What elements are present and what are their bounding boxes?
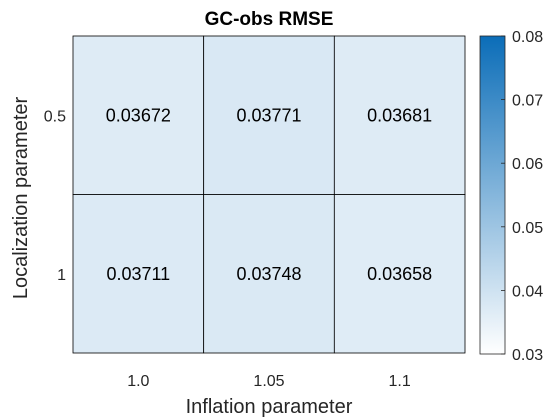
- cell-value-label: 0.03771: [236, 105, 301, 125]
- cell-value-label: 0.03748: [236, 264, 301, 284]
- colorbar-tick-label: 0.03: [512, 347, 543, 364]
- colorbar-tick-label: 0.06: [512, 156, 543, 173]
- x-tick-label: 1.1: [389, 373, 411, 390]
- heatmap-cell: [72, 194, 205, 354]
- y-tick-label: 0.5: [44, 108, 66, 125]
- cell-value-label: 0.03672: [106, 105, 171, 125]
- colorbar-tick-label: 0.04: [512, 283, 543, 300]
- y-tick-label: 1: [57, 267, 66, 284]
- heatmap-cell: [333, 35, 466, 195]
- colorbar-tick-label: 0.05: [512, 220, 543, 237]
- colorbar: 0.03 0.04 0.05 0.06 0.07 0.08: [479, 29, 543, 364]
- chart-title: GC-obs RMSE: [205, 9, 334, 30]
- x-tick-labels: 1.0 1.05 1.1: [127, 373, 411, 390]
- heatmap-cells: 0.03672 0.03771 0.03681 0.03711 0.03748 0.036…: [72, 35, 466, 354]
- x-tick-label: 1.0: [127, 373, 149, 390]
- heatmap-cell: [203, 194, 335, 354]
- colorbar-tick-label: 0.08: [512, 29, 543, 46]
- x-axis-label: Inflation parameter: [186, 396, 353, 418]
- y-tick-labels: 0.51: [44, 108, 66, 284]
- heatmap-cell: [203, 35, 335, 195]
- cell-value-label: 0.03711: [106, 264, 170, 284]
- cell-value-label: 0.03681: [367, 105, 432, 125]
- cell-value-label: 0.03658: [367, 264, 432, 284]
- colorbar-tick-label: 0.07: [512, 93, 543, 110]
- colorbar-gradient: [479, 35, 506, 355]
- heatmap-cell: [333, 194, 466, 354]
- x-tick-label: 1.05: [253, 373, 284, 390]
- y-axis-label: Localization parameter: [10, 96, 32, 299]
- heatmap-cell: [72, 35, 205, 195]
